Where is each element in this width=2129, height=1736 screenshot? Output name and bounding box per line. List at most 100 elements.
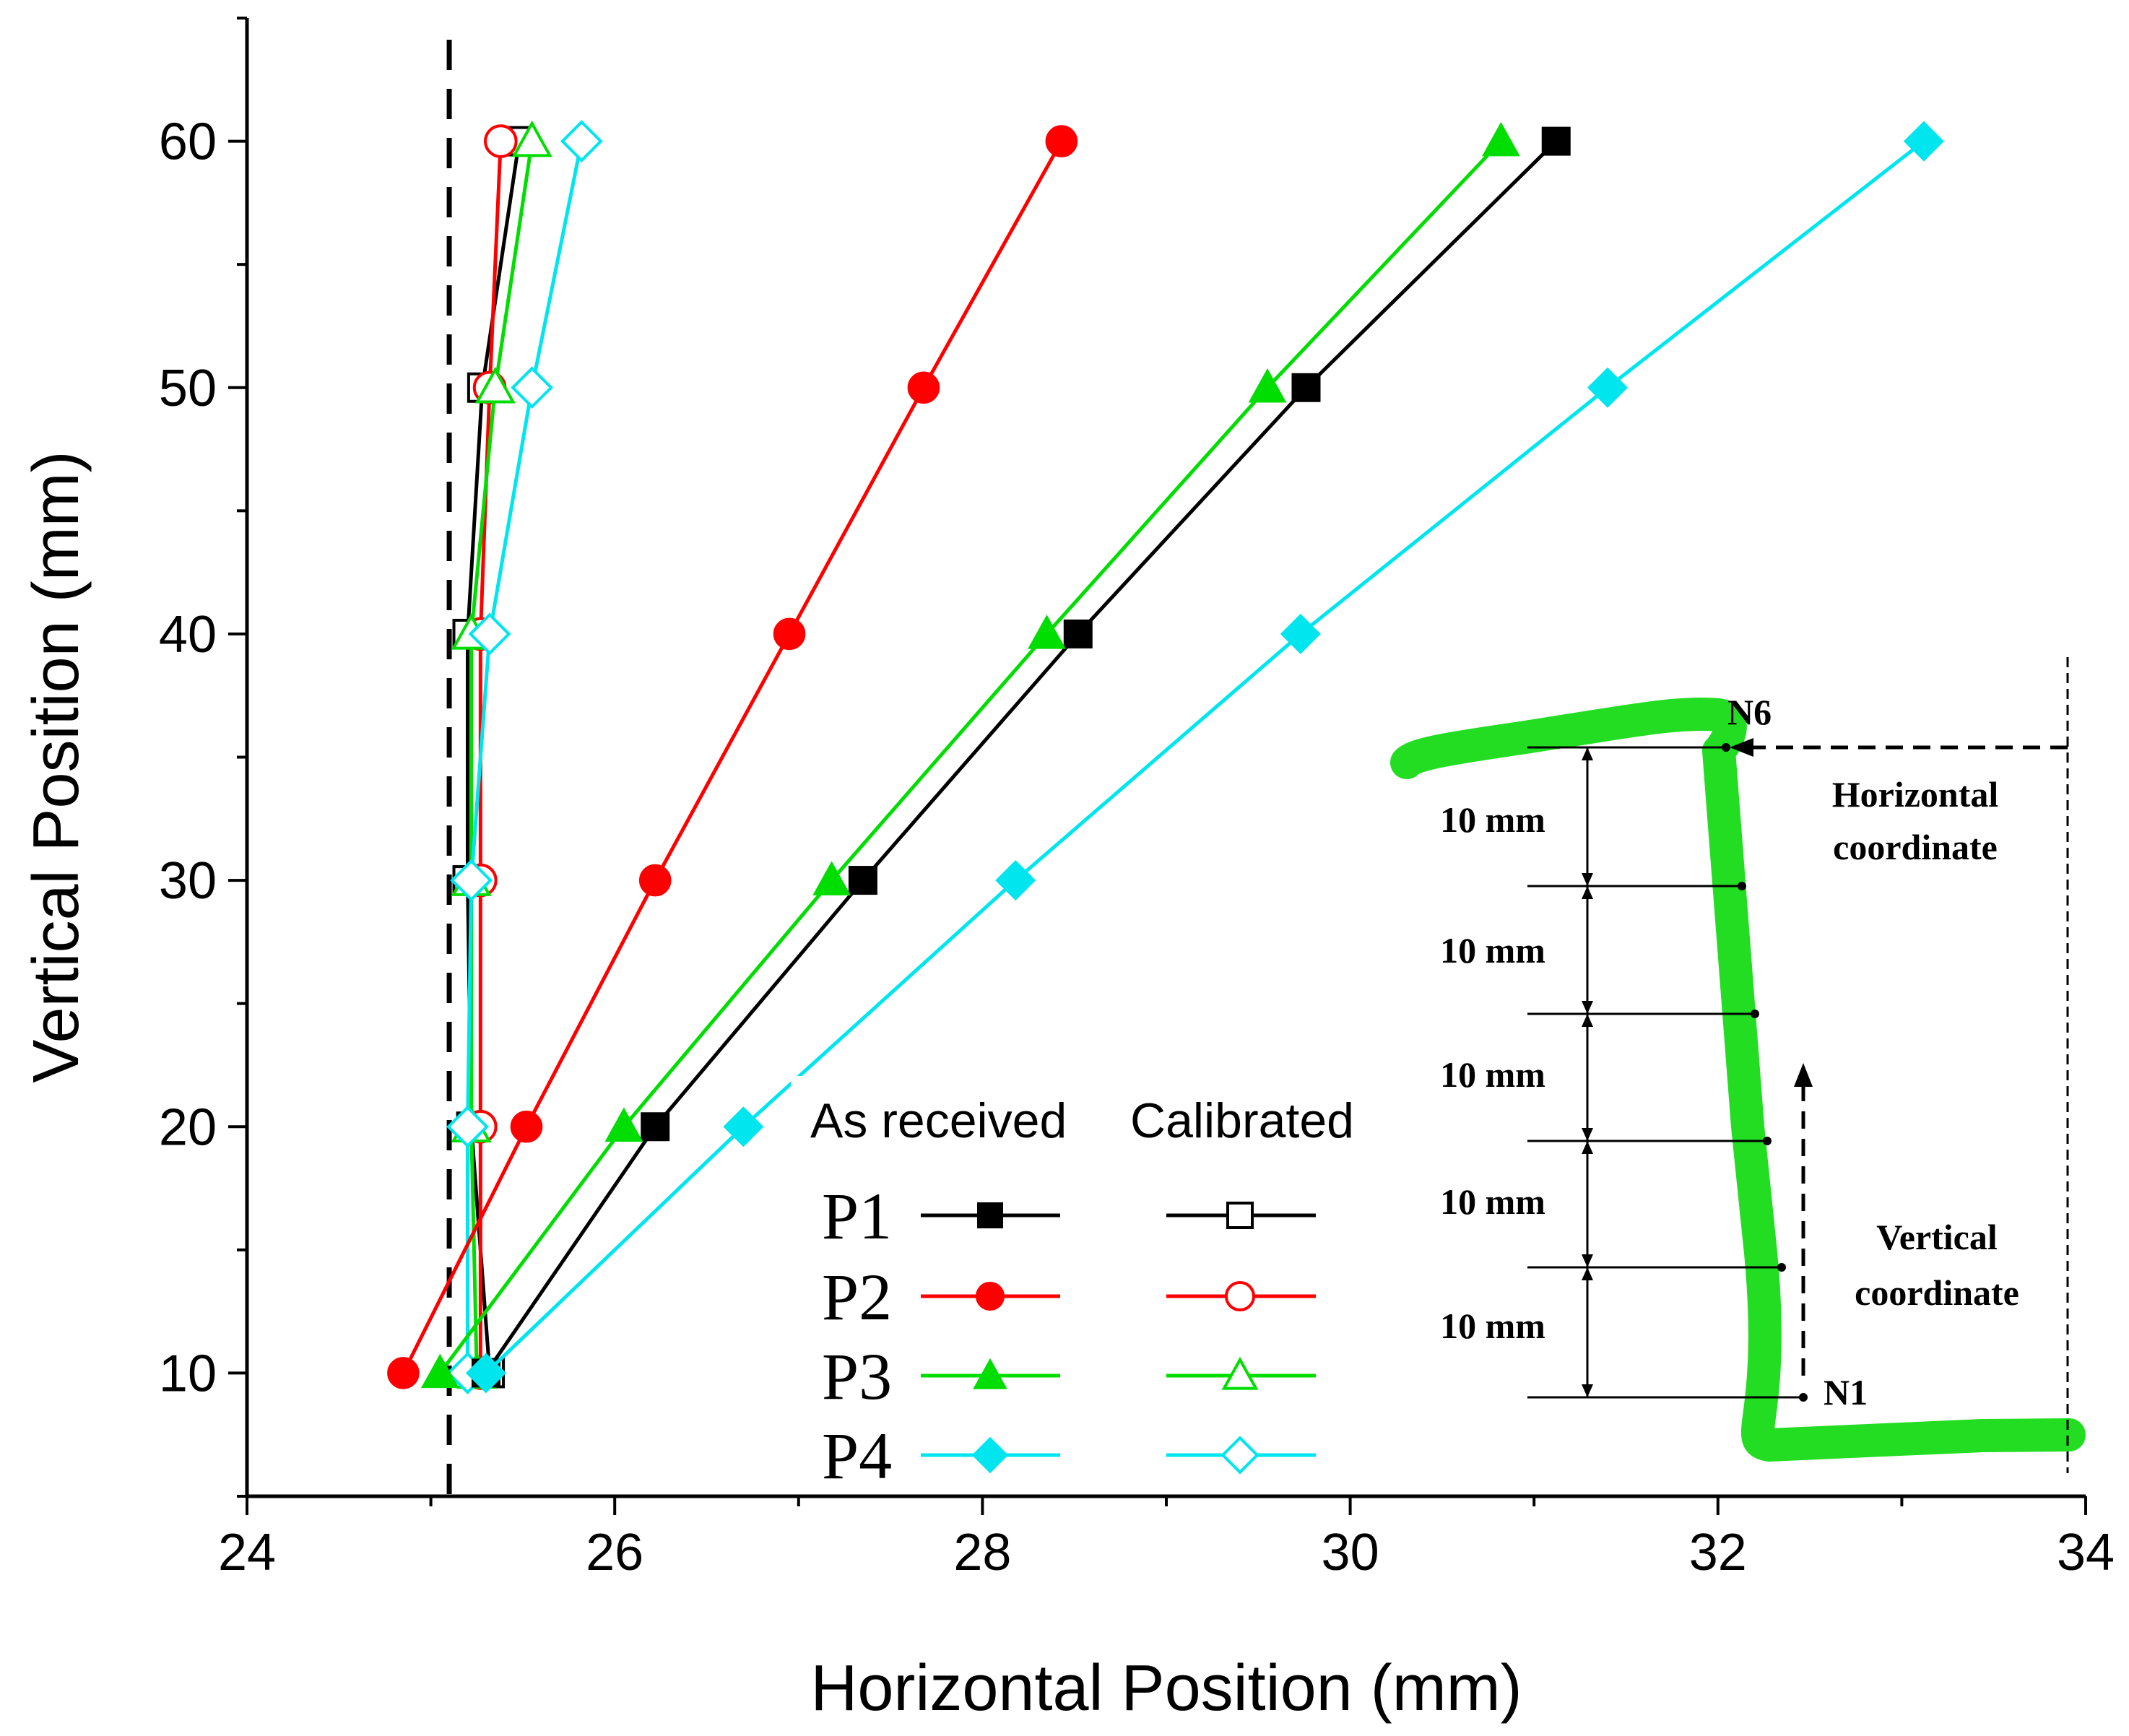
inset-arrowhead-down xyxy=(1582,1384,1593,1397)
inset-profile-shape xyxy=(1390,698,2086,1462)
inset-arrowhead-up xyxy=(1582,886,1593,899)
legend-marker-p4-as-received xyxy=(971,1436,1009,1474)
data-point-p1-as-received xyxy=(1541,126,1571,156)
legend-header-calibrated: Calibrated xyxy=(1130,1093,1354,1148)
series-p4-as-received xyxy=(465,121,1944,1394)
data-point-p3-as-received xyxy=(420,1353,459,1389)
data-point-p3-as-received xyxy=(1481,121,1520,157)
data-point-p1-as-received xyxy=(1063,619,1093,648)
data-point-p2-as-received xyxy=(638,864,672,897)
series-p4-calibrated xyxy=(446,120,603,1394)
x-tick-label: 34 xyxy=(2057,1524,2115,1581)
axes: 10 20 30 40 50 60 24 26 28 30 32 34 xyxy=(159,17,2115,1581)
data-point-p4-as-received xyxy=(465,1353,506,1394)
x-axis-title: Horizontal Position (mm) xyxy=(810,1652,1522,1724)
data-point-p4-as-received xyxy=(1903,121,1944,162)
data-point-p2-as-received xyxy=(387,1357,420,1389)
x-tick-label: 24 xyxy=(218,1524,276,1581)
data-point-p3-calibrated xyxy=(474,366,516,404)
inset-horizontal-coordinate-label: Horizontal xyxy=(1832,774,1999,815)
data-point-p4-calibrated xyxy=(560,120,603,163)
series-line-p2-as-received xyxy=(402,140,1064,1374)
series-p3-as-received xyxy=(420,121,1520,1389)
inset-spacing-label: 10 mm xyxy=(1440,1054,1545,1095)
data-point-p2-as-received xyxy=(1045,125,1078,157)
data-point-p4-calibrated xyxy=(468,612,511,656)
series-line-p4-as-received xyxy=(485,139,1925,1375)
inset-label-n6: N6 xyxy=(1727,692,1772,732)
data-point-p3-calibrated xyxy=(511,120,552,157)
y-tick-label: 10 xyxy=(159,1345,217,1402)
inset-node-point xyxy=(1738,882,1746,890)
inset-node-point xyxy=(1777,1263,1786,1272)
inset-arrowhead-down xyxy=(1582,1001,1593,1014)
inset-arrowhead-down xyxy=(1582,1128,1593,1141)
data-point-p2-calibrated xyxy=(484,124,518,158)
inset-arrowhead-down xyxy=(1582,1254,1593,1267)
inset-label-n1: N1 xyxy=(1824,1372,1868,1412)
inset-node-point xyxy=(1722,743,1730,752)
series-line-p1-calibrated xyxy=(466,141,521,1373)
legend-marker-p3-calibrated xyxy=(1221,1356,1259,1390)
inset-node-point xyxy=(1763,1137,1772,1145)
inset-vertical-arrowhead xyxy=(1794,1063,1813,1087)
legend-background xyxy=(791,1076,1354,1480)
data-point-p4-calibrated xyxy=(450,859,493,902)
series-line-p3-calibrated xyxy=(469,141,534,1373)
inset-spacing-label: 10 mm xyxy=(1440,799,1545,840)
data-point-p2-as-received xyxy=(773,617,806,651)
data-point-p3-as-received xyxy=(1028,615,1066,649)
y-tick-label: 40 xyxy=(159,606,217,664)
series-line-p1-as-received xyxy=(484,139,1558,1374)
x-tick-label: 30 xyxy=(1322,1524,1379,1581)
inset-horizontal-coordinate-label: coordinate xyxy=(1833,827,1998,867)
series-layer xyxy=(387,120,1944,1394)
legend-label-p3: P3 xyxy=(822,1340,892,1413)
data-point-p2-as-received xyxy=(510,1110,543,1143)
series-line-p3-as-received xyxy=(438,139,1503,1374)
inset-vertical-coordinate-label: Vertical xyxy=(1876,1217,1998,1257)
data-point-p4-calibrated xyxy=(511,366,554,409)
inset-spacing-label: 10 mm xyxy=(1440,930,1545,971)
data-point-p1-as-received xyxy=(1291,373,1321,402)
legend-marker-p1-calibrated xyxy=(1226,1202,1254,1229)
series-line-p4-calibrated xyxy=(466,141,584,1373)
legend-header-as-received: As received xyxy=(810,1093,1067,1148)
inset-arrowhead-down xyxy=(1582,873,1593,886)
inset-spacing-label: 10 mm xyxy=(1440,1306,1545,1346)
legend-label-p2: P2 xyxy=(822,1260,892,1334)
y-tick-label: 30 xyxy=(159,852,217,910)
data-point-p4-as-received xyxy=(995,860,1036,901)
series-p2-as-received xyxy=(387,125,1078,1389)
data-point-p4-calibrated xyxy=(446,1105,489,1148)
inset-arrowhead-up xyxy=(1582,1267,1593,1280)
y-axis-title: Vertical Position (mm) xyxy=(20,451,92,1082)
inset-arrowhead-up xyxy=(1582,1014,1593,1027)
data-point-p4-as-received xyxy=(1280,613,1321,654)
legend-label-p4: P4 xyxy=(822,1419,892,1493)
data-point-p1-as-received xyxy=(848,866,877,895)
inset-diagram: 10 mm 10 mm 10 mm 10 mm 10 mm N6 N1 Horizontal c… xyxy=(1376,654,2098,1491)
data-point-p4-as-received xyxy=(1587,367,1629,408)
inset-horizontal-arrowhead xyxy=(1730,738,1753,757)
x-tick-label: 26 xyxy=(586,1524,643,1581)
data-point-p3-as-received xyxy=(1248,368,1287,403)
legend-marker-p1-as-received xyxy=(977,1202,1003,1228)
y-tick-label: 20 xyxy=(159,1098,217,1156)
y-tick-label: 60 xyxy=(159,113,217,171)
legend-marker-p3-as-received xyxy=(973,1358,1007,1389)
x-tick-label: 32 xyxy=(1689,1524,1747,1581)
inset-vertical-coordinate-label: coordinate xyxy=(1855,1272,2019,1313)
inset-arrowhead-up xyxy=(1582,1141,1593,1154)
inset-arrowhead-up xyxy=(1582,747,1593,760)
data-point-p1-as-received xyxy=(641,1112,670,1142)
inset-node-point xyxy=(1799,1393,1808,1402)
data-point-p3-as-received xyxy=(604,1107,643,1142)
legend-marker-p2-as-received xyxy=(975,1281,1005,1311)
data-point-p2-as-received xyxy=(907,371,940,404)
x-tick-label: 28 xyxy=(953,1524,1011,1581)
inset-node-point xyxy=(1751,1010,1759,1018)
legend-marker-p2-calibrated xyxy=(1224,1280,1256,1312)
